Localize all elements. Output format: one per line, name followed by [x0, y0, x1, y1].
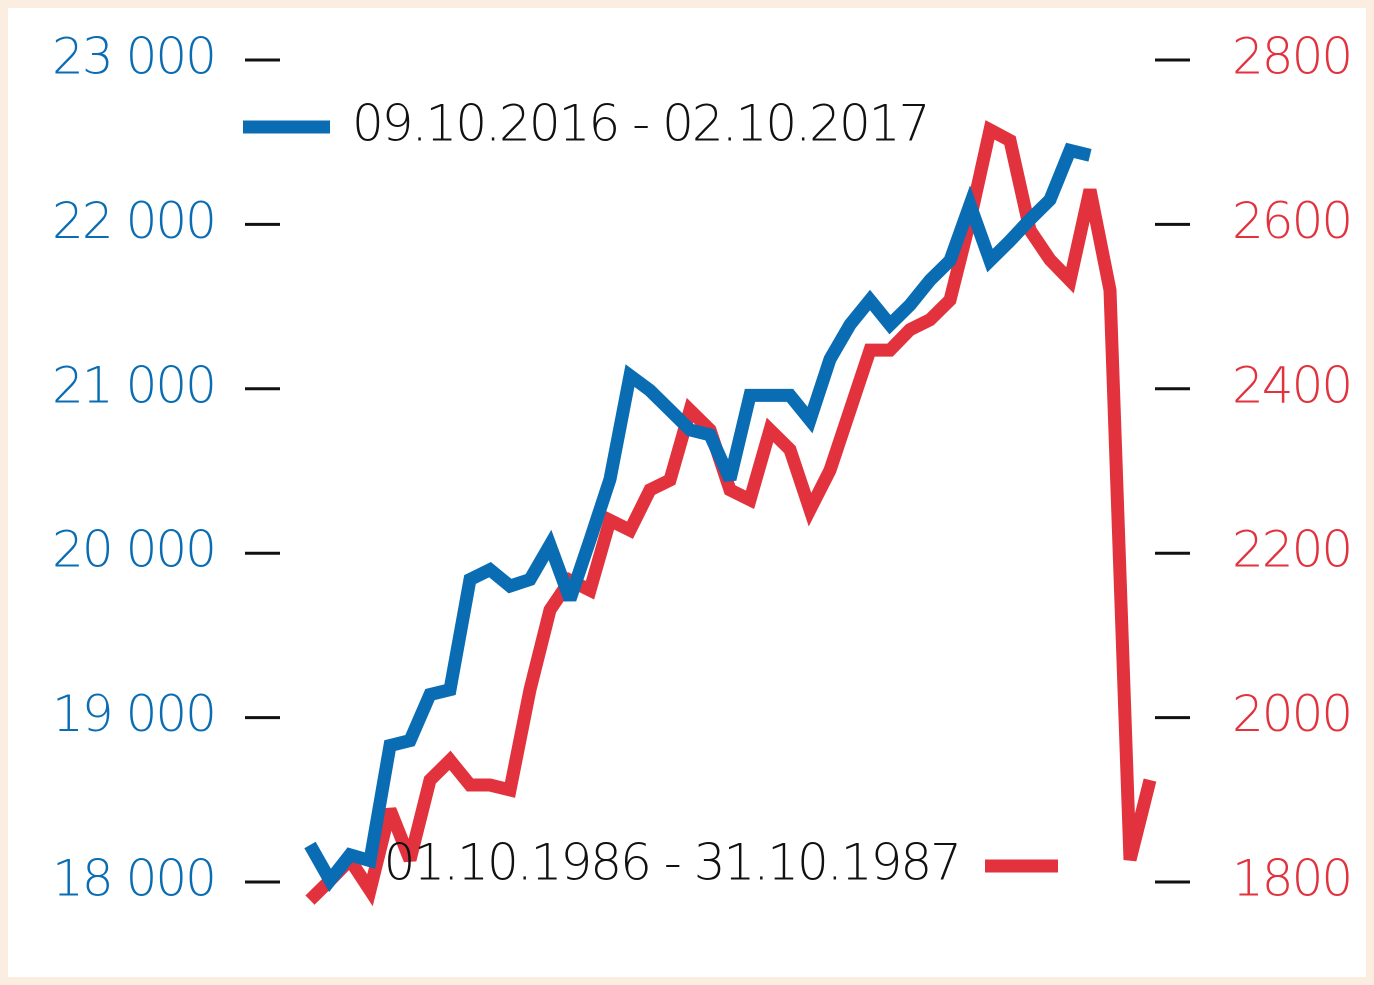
y-tick-label: 19 000 [52, 685, 215, 743]
y-tick-label: 22 000 [52, 192, 215, 250]
y-tick-label: 23 000 [52, 28, 215, 86]
y2-tick-label: 2000 [1232, 685, 1351, 743]
y2-tick-label: 1800 [1232, 850, 1351, 908]
y-tick-label: 21 000 [52, 356, 215, 414]
legend-label: 09.10.2016 - 02.10.2017 [352, 95, 928, 153]
y2-tick-label: 2200 [1232, 521, 1351, 579]
series-line [305, 120, 1157, 907]
y-tick-label: 18 000 [52, 850, 215, 908]
y2-tick-label: 2800 [1232, 28, 1351, 86]
y-tick-label: 20 000 [52, 521, 215, 579]
plot-background [8, 8, 1366, 977]
y2-tick-label: 2400 [1232, 356, 1351, 414]
legend-label: 01.10.1986 - 31.10.1987 [384, 834, 960, 892]
y2-tick-label: 2600 [1232, 192, 1351, 250]
series-line [304, 142, 1092, 893]
